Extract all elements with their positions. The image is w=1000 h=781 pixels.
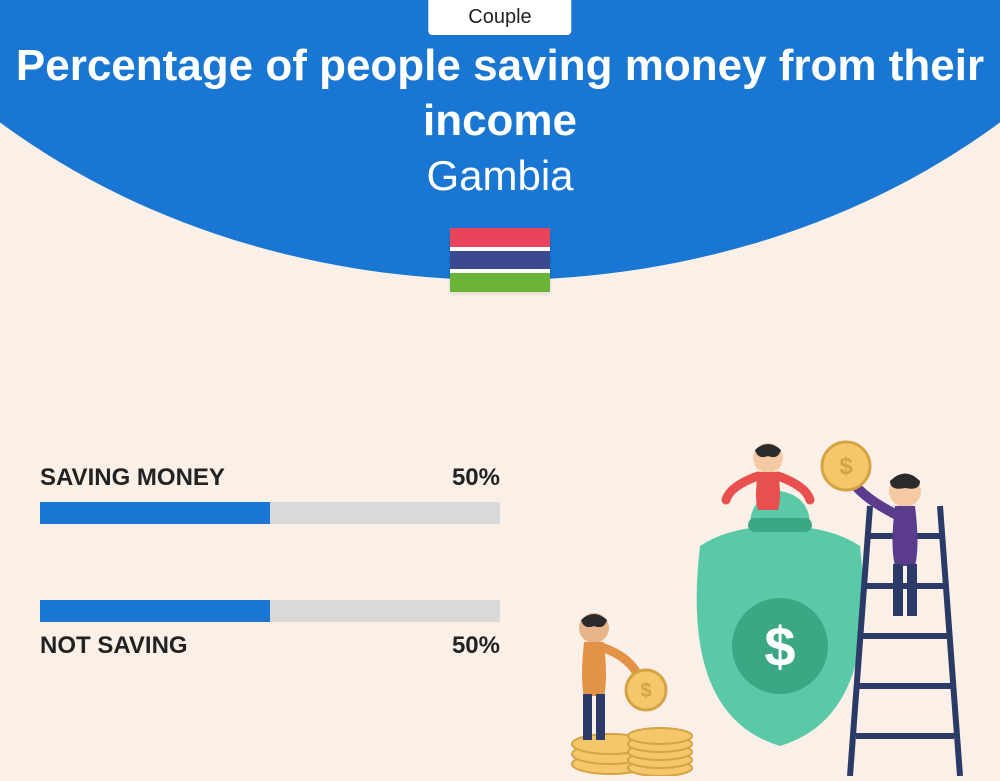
person-left-icon: $ (579, 613, 666, 740)
bar-fill (40, 502, 270, 524)
bars-container: SAVING MONEY 50% NOT SAVING 50% (40, 464, 500, 736)
bar-track (40, 600, 500, 622)
bar-label: SAVING MONEY (40, 464, 225, 492)
subtitle: Gambia (0, 152, 1000, 200)
svg-text:$: $ (839, 453, 853, 480)
svg-text:$: $ (640, 680, 651, 702)
money-bag-icon: $ (697, 491, 864, 746)
category-badge: Couple (428, 0, 571, 35)
bar-value: 50% (452, 632, 500, 660)
bar-labels: SAVING MONEY 50% (40, 464, 500, 492)
flag-stripe (450, 273, 550, 292)
bar-label: NOT SAVING (40, 632, 188, 660)
main-title: Percentage of people saving money from t… (0, 38, 1000, 148)
savings-illustration: $ $ $ (550, 436, 970, 776)
gambia-flag-icon (450, 228, 550, 292)
bar-track (40, 502, 500, 524)
bar-row: SAVING MONEY 50% (40, 464, 500, 524)
bar-labels: NOT SAVING 50% (40, 632, 500, 660)
flag-stripe (450, 251, 550, 270)
svg-text:$: $ (764, 615, 795, 678)
flag-stripe (450, 228, 550, 247)
bar-value: 50% (452, 464, 500, 492)
bar-fill (40, 600, 270, 622)
title-block: Percentage of people saving money from t… (0, 38, 1000, 200)
bar-row: NOT SAVING 50% (40, 600, 500, 660)
